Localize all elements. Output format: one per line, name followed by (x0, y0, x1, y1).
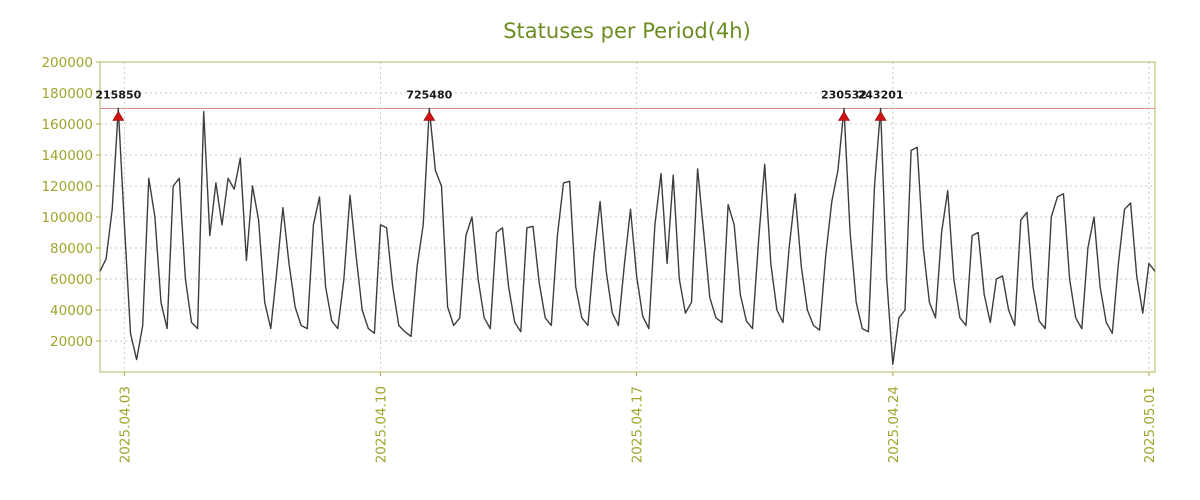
chart-title: Statuses per Period(4h) (503, 19, 751, 43)
plot-area: 20000 40000 60000 80000 100000 120000 140000 16… (41, 55, 1157, 463)
peak-marker-icon (874, 110, 887, 121)
peak-marker-icon (837, 110, 851, 121)
y-tick-label: 180000 (41, 86, 93, 102)
peak-marker-icon (423, 110, 436, 121)
plot-border (99, 61, 1156, 373)
y-tick-label: 80000 (50, 241, 93, 257)
x-tick-label: 2025.04.10 (374, 386, 390, 463)
y-tick-label: 200000 (41, 55, 93, 71)
series-line (99, 107, 1156, 365)
peak-annotation: 243201 (858, 89, 904, 102)
peak-annotation: 230532 (821, 89, 867, 102)
x-tick-label: 2025.04.24 (886, 386, 902, 463)
y-tick-label: 60000 (50, 272, 93, 288)
peak-annotation: 215850 (95, 89, 141, 102)
x-tick-label: 2025.04.17 (630, 386, 646, 463)
peak-annotation: 725480 (406, 89, 452, 102)
y-tick-label: 160000 (41, 117, 93, 133)
y-tick-label: 100000 (41, 210, 93, 226)
y-tick-label: 20000 (50, 334, 93, 350)
peak-marker-icon (112, 110, 125, 121)
x-tick-label: 2025.04.03 (117, 386, 133, 463)
y-tick-label: 40000 (50, 303, 93, 319)
x-tick-label: 2025.05.01 (1142, 386, 1158, 463)
y-tick-label: 120000 (41, 179, 93, 195)
y-tick-label: 140000 (41, 148, 93, 164)
